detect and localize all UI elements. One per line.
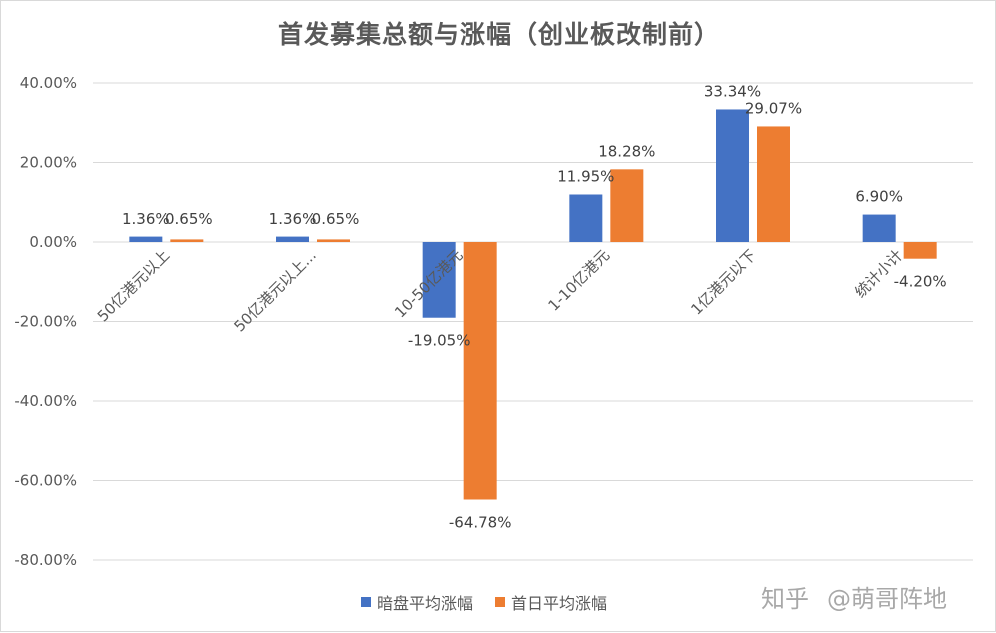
y-tick-label: -40.00% xyxy=(14,392,77,410)
chart-title: 首发募集总额与涨幅（创业板改制前） xyxy=(277,20,720,49)
y-tick-label: 20.00% xyxy=(20,154,77,172)
watermark-platform: 知乎 xyxy=(761,585,809,613)
data-label: 29.07% xyxy=(745,99,802,117)
data-label: 11.95% xyxy=(557,167,614,185)
bar-first-day xyxy=(170,239,204,242)
bar-first-day xyxy=(317,239,350,242)
bar-dark-market xyxy=(422,242,456,318)
bar-dark-market xyxy=(569,194,603,242)
watermark: 知乎 @萌哥阵地 xyxy=(761,579,947,614)
legend-label-first-day: 首日平均涨幅 xyxy=(511,594,608,613)
bar-dark-market xyxy=(129,236,163,242)
legend: 暗盘平均涨幅 首日平均涨幅 xyxy=(361,590,629,614)
bar-dark-market xyxy=(276,236,309,242)
bar-first-day xyxy=(610,169,644,242)
category-label: 50亿港元以上... xyxy=(230,246,319,335)
bar-first-day xyxy=(463,242,497,500)
data-label: -64.78% xyxy=(449,514,512,532)
legend-item-first-day: 首日平均涨幅 xyxy=(495,590,607,614)
bar-dark-market xyxy=(716,109,749,242)
y-tick-label: -20.00% xyxy=(14,313,77,331)
data-label: -4.20% xyxy=(894,273,947,291)
data-label: -19.05% xyxy=(408,332,471,350)
legend-item-dark-market: 暗盘平均涨幅 xyxy=(361,590,473,614)
y-tick-label: 40.00% xyxy=(20,74,77,92)
bar-dark-market xyxy=(862,214,896,242)
y-axis-ticks: 40.00% 20.00% 0.00% -20.00% -40.00% -60.00% -8… xyxy=(14,74,77,569)
data-label: 6.90% xyxy=(855,188,903,206)
legend-swatch-dark-market xyxy=(361,597,371,607)
y-tick-label: -60.00% xyxy=(14,472,77,490)
data-label: 0.65% xyxy=(312,210,360,228)
category-label: 1-10亿港元 xyxy=(545,246,614,315)
watermark-handle: @萌哥阵地 xyxy=(827,585,947,613)
legend-swatch-first-day xyxy=(495,597,506,607)
data-labels: 1.36%0.65% 1.36%0.65%-19.05%-64.78%11.95%… xyxy=(122,82,947,531)
data-label: 1.36% xyxy=(122,210,170,228)
category-labels: 50亿港元以上 50亿港元以上... 10-50亿港元 1-10亿港元 1亿港元以下 统计… xyxy=(94,246,907,335)
gridlines xyxy=(93,82,973,561)
data-label: 1.36% xyxy=(269,210,317,228)
bars xyxy=(129,109,937,500)
data-label: 18.28% xyxy=(598,142,655,160)
bar-first-day xyxy=(903,242,937,259)
legend-label-dark-market: 暗盘平均涨幅 xyxy=(377,594,474,613)
data-label: 0.65% xyxy=(165,210,213,228)
y-tick-label: 0.00% xyxy=(29,233,77,251)
category-label: 50亿港元以上 xyxy=(94,246,173,325)
data-label: 33.34% xyxy=(704,82,761,100)
bar-first-day xyxy=(757,126,790,242)
y-tick-label: -80.00% xyxy=(14,551,77,569)
category-label: 1亿港元以下 xyxy=(687,246,760,319)
